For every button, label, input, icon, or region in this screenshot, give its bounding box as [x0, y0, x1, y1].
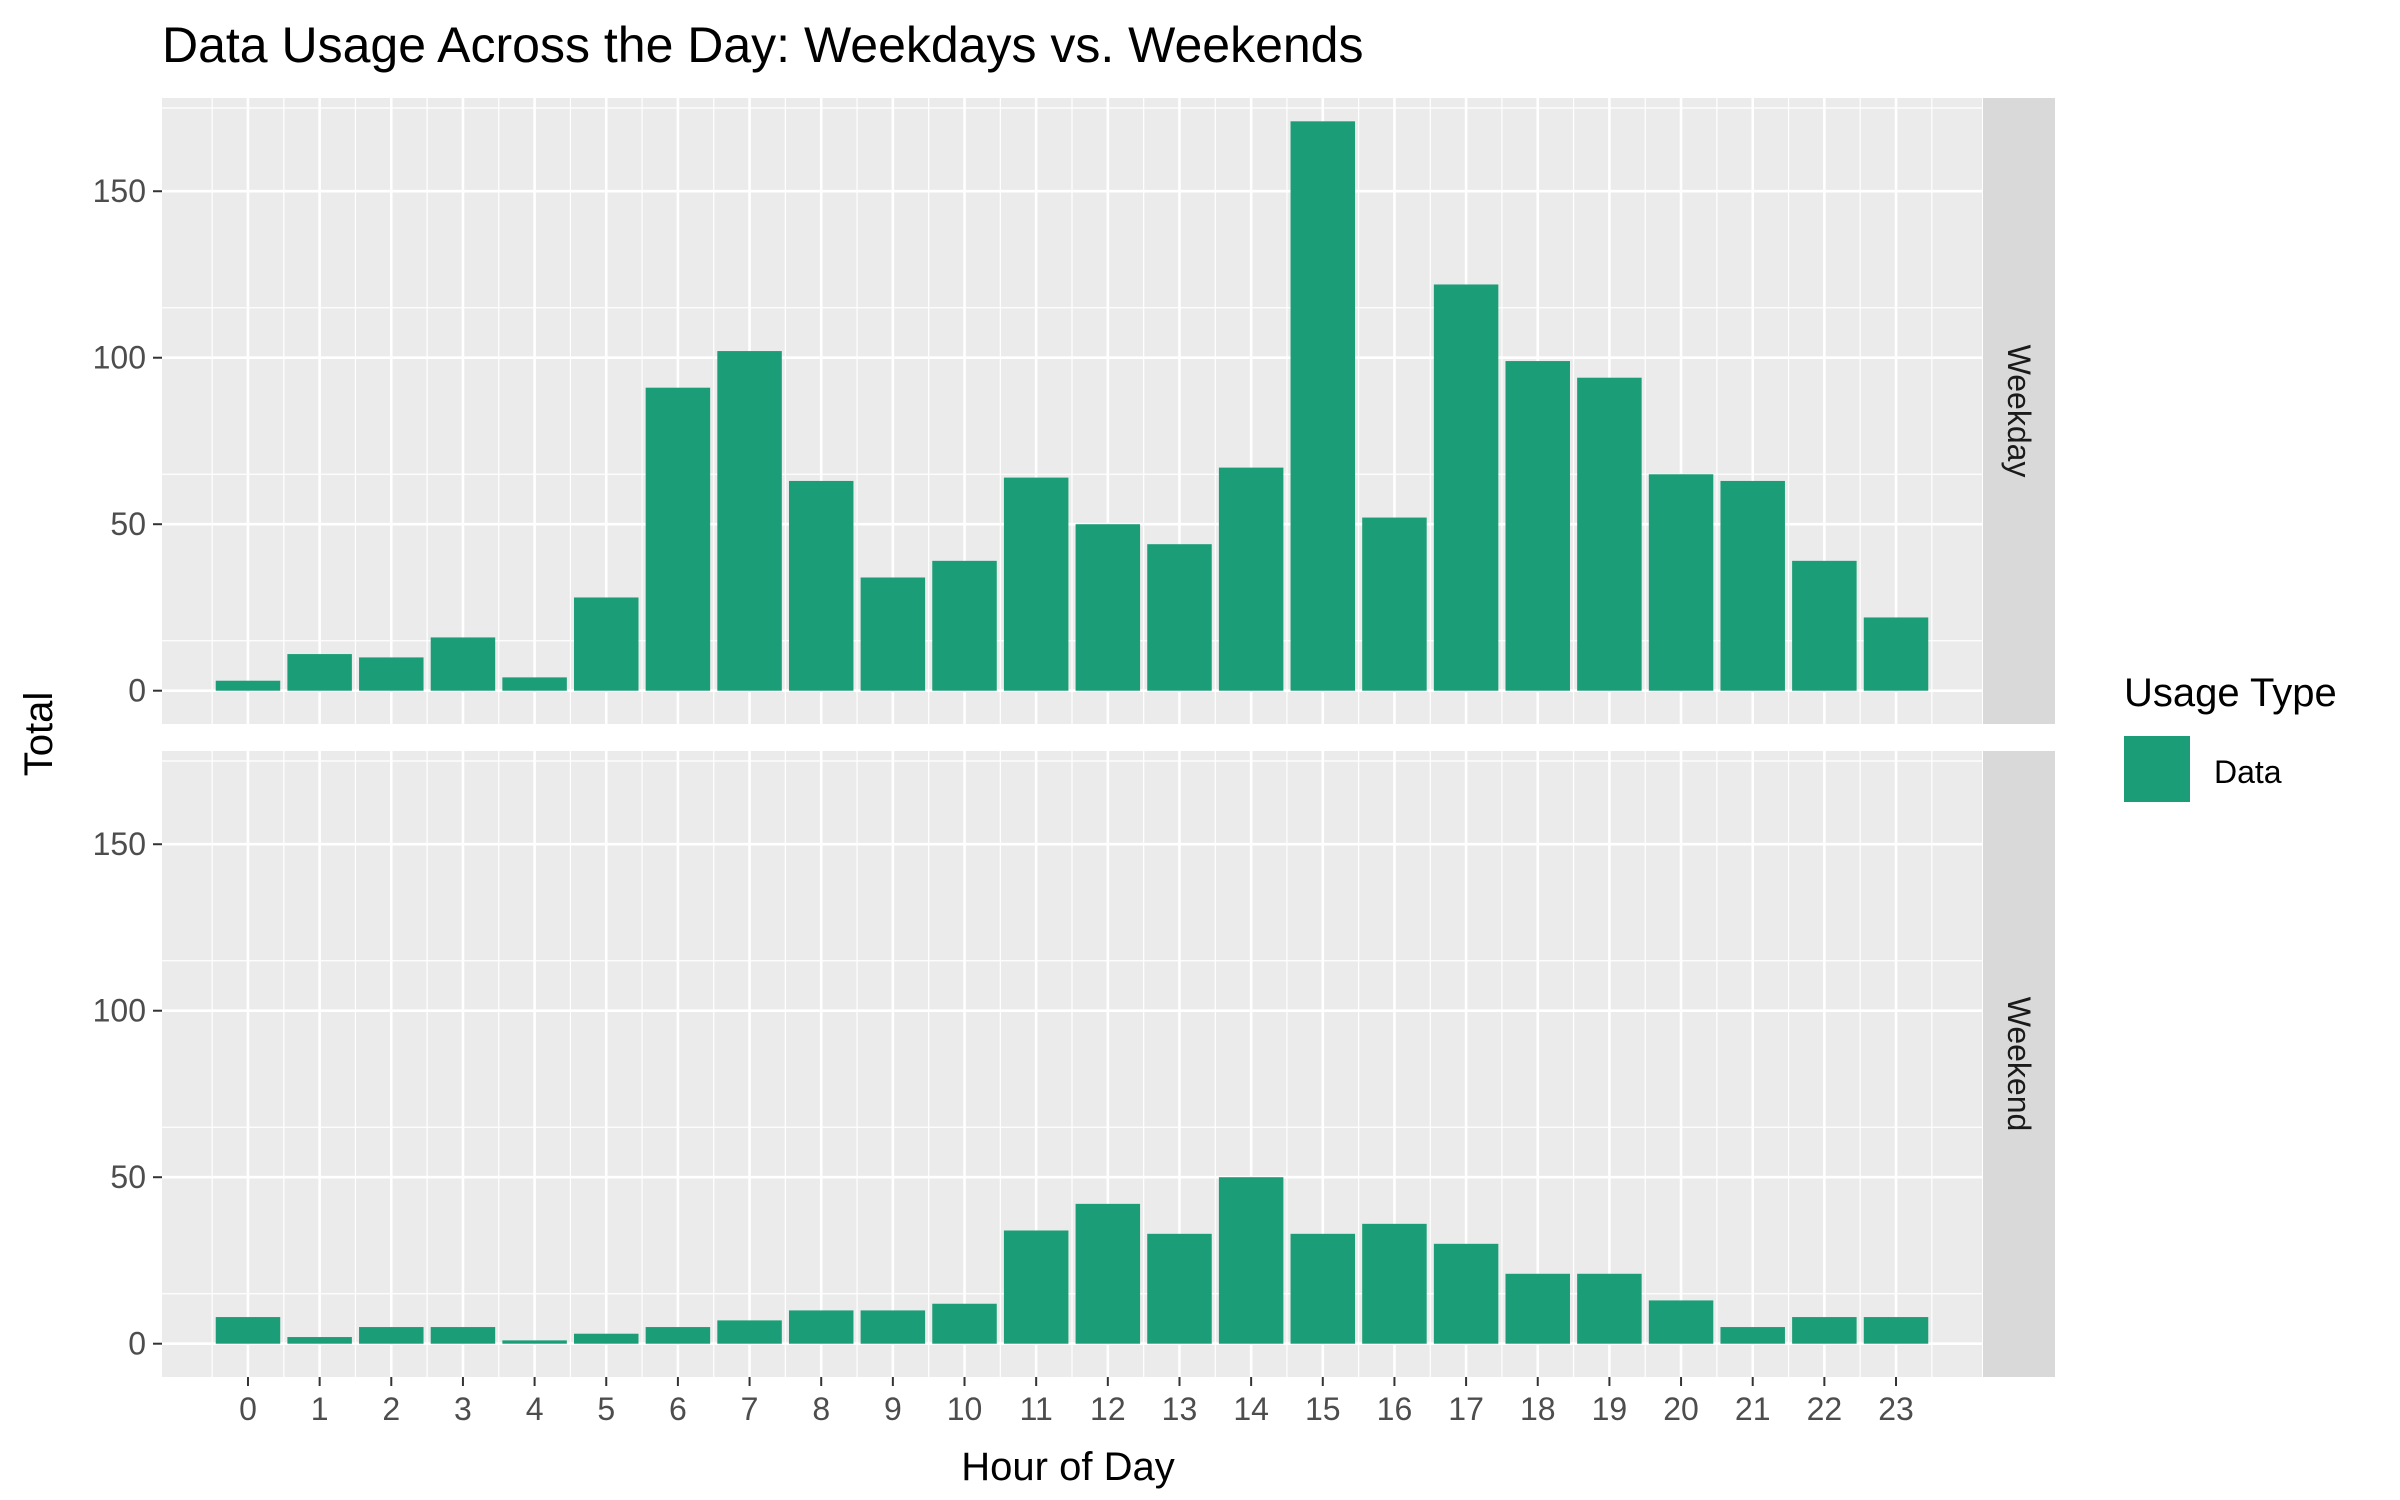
bar-weekday-2: [359, 657, 424, 691]
bar-weekday-14: [1218, 467, 1284, 691]
bar-weekend-6: [645, 1327, 711, 1344]
x-tick-label: 1: [311, 1391, 329, 1427]
x-tick-label: 7: [741, 1391, 759, 1427]
facet-strip: [1983, 98, 2055, 724]
y-tick-label: 50: [110, 506, 146, 542]
facet-strip-label: Weekend: [2001, 997, 2037, 1132]
x-tick-label: 9: [884, 1391, 902, 1427]
x-tick-label: 20: [1663, 1391, 1699, 1427]
x-tick-label: 19: [1592, 1391, 1628, 1427]
bar-weekday-7: [717, 351, 782, 691]
x-tick-label: 6: [669, 1391, 687, 1427]
bar-weekend-16: [1362, 1223, 1427, 1344]
bar-weekday-4: [502, 677, 567, 691]
x-tick-label: 13: [1162, 1391, 1198, 1427]
bar-weekend-20: [1648, 1300, 1714, 1344]
bar-weekend-12: [1075, 1203, 1141, 1344]
bar-weekend-23: [1863, 1317, 1929, 1344]
bar-weekend-21: [1720, 1327, 1785, 1344]
x-axis-title: Hour of Day: [961, 1445, 1174, 1489]
legend-title: Usage Type: [2124, 671, 2337, 715]
x-tick-label: 2: [382, 1391, 400, 1427]
bar-weekday-15: [1290, 121, 1356, 691]
bar-weekend-19: [1577, 1273, 1642, 1344]
bar-weekday-13: [1147, 544, 1212, 691]
facet-strip: [1983, 751, 2055, 1377]
x-tick-label: 14: [1233, 1391, 1269, 1427]
y-tick-label: 100: [93, 340, 146, 376]
y-tick-label: 100: [93, 993, 146, 1029]
bar-weekday-5: [574, 597, 639, 691]
bar-weekend-13: [1147, 1233, 1212, 1344]
bar-weekend-15: [1290, 1233, 1356, 1344]
legend: Usage Type Data: [2124, 671, 2337, 802]
x-tick-label: 5: [597, 1391, 615, 1427]
x-tick-label: 12: [1090, 1391, 1126, 1427]
bar-weekend-9: [860, 1310, 926, 1344]
x-axis-ticks: 0 1 2 3 4 5 6 7 8 9 10 11 12 13 14 15 16 17 18 19 20 21 22 23: [239, 1377, 1914, 1427]
bar-weekday-16: [1362, 517, 1427, 691]
x-tick-label: 8: [812, 1391, 830, 1427]
bar-weekday-10: [932, 560, 997, 691]
bar-weekday-20: [1648, 474, 1714, 691]
y-tick-label: 0: [128, 673, 146, 709]
legend-label-data: Data: [2214, 754, 2282, 790]
x-tick-label: 16: [1377, 1391, 1413, 1427]
bar-weekday-23: [1863, 617, 1929, 691]
bar-weekday-8: [788, 480, 854, 691]
x-tick-label: 15: [1305, 1391, 1341, 1427]
y-tick-label: 0: [128, 1326, 146, 1362]
bar-weekday-18: [1505, 361, 1570, 691]
bar-weekend-22: [1792, 1317, 1857, 1344]
bar-weekend-17: [1433, 1243, 1499, 1344]
bar-weekend-0: [215, 1317, 281, 1344]
y-tick-label: 150: [93, 826, 146, 862]
bar-weekend-18: [1505, 1273, 1570, 1344]
x-tick-label: 10: [947, 1391, 983, 1427]
bar-weekday-11: [1003, 477, 1069, 691]
y-axis-title: Total: [17, 692, 61, 777]
x-tick-label: 18: [1520, 1391, 1556, 1427]
x-tick-label: 21: [1735, 1391, 1771, 1427]
facet-panels: 0 50 100 150 Weekday 0 50 100 150 Weekend: [93, 98, 2055, 1377]
bar-weekend-8: [788, 1310, 854, 1344]
x-tick-label: 23: [1878, 1391, 1914, 1427]
facet-panel-weekend: 0 50 100 150 Weekend: [93, 751, 2055, 1377]
bar-weekend-3: [430, 1327, 496, 1344]
facet-strip-label: Weekday: [2001, 345, 2037, 478]
y-tick-label: 50: [110, 1159, 146, 1195]
y-tick-label: 150: [93, 173, 146, 209]
bar-weekend-14: [1218, 1177, 1284, 1344]
bar-weekday-19: [1577, 377, 1642, 691]
bar-weekday-9: [860, 577, 926, 691]
bar-weekday-1: [287, 654, 352, 691]
bar-weekday-17: [1433, 284, 1499, 691]
chart-title: Data Usage Across the Day: Weekdays vs. …: [162, 17, 1364, 73]
facet-panel-weekday: 0 50 100 150 Weekday: [93, 98, 2055, 724]
bar-weekday-3: [430, 637, 496, 691]
bar-weekday-6: [645, 387, 711, 691]
x-tick-label: 11: [1020, 1391, 1053, 1427]
x-tick-label: 4: [526, 1391, 544, 1427]
bar-weekday-12: [1075, 524, 1141, 691]
x-tick-label: 0: [239, 1391, 257, 1427]
x-tick-label: 17: [1448, 1391, 1484, 1427]
bar-weekend-2: [359, 1327, 424, 1344]
bar-weekend-7: [717, 1320, 782, 1344]
x-tick-label: 22: [1807, 1391, 1843, 1427]
bar-weekend-10: [932, 1303, 997, 1344]
x-tick-label: 3: [454, 1391, 472, 1427]
bar-weekend-4: [502, 1340, 567, 1344]
bar-weekday-22: [1792, 560, 1857, 691]
legend-key-data: [2124, 736, 2190, 802]
bar-weekend-1: [287, 1337, 352, 1344]
bar-weekday-0: [215, 680, 281, 691]
bar-weekday-21: [1720, 480, 1785, 691]
bar-weekend-11: [1003, 1230, 1069, 1344]
bar-weekend-5: [574, 1333, 639, 1344]
